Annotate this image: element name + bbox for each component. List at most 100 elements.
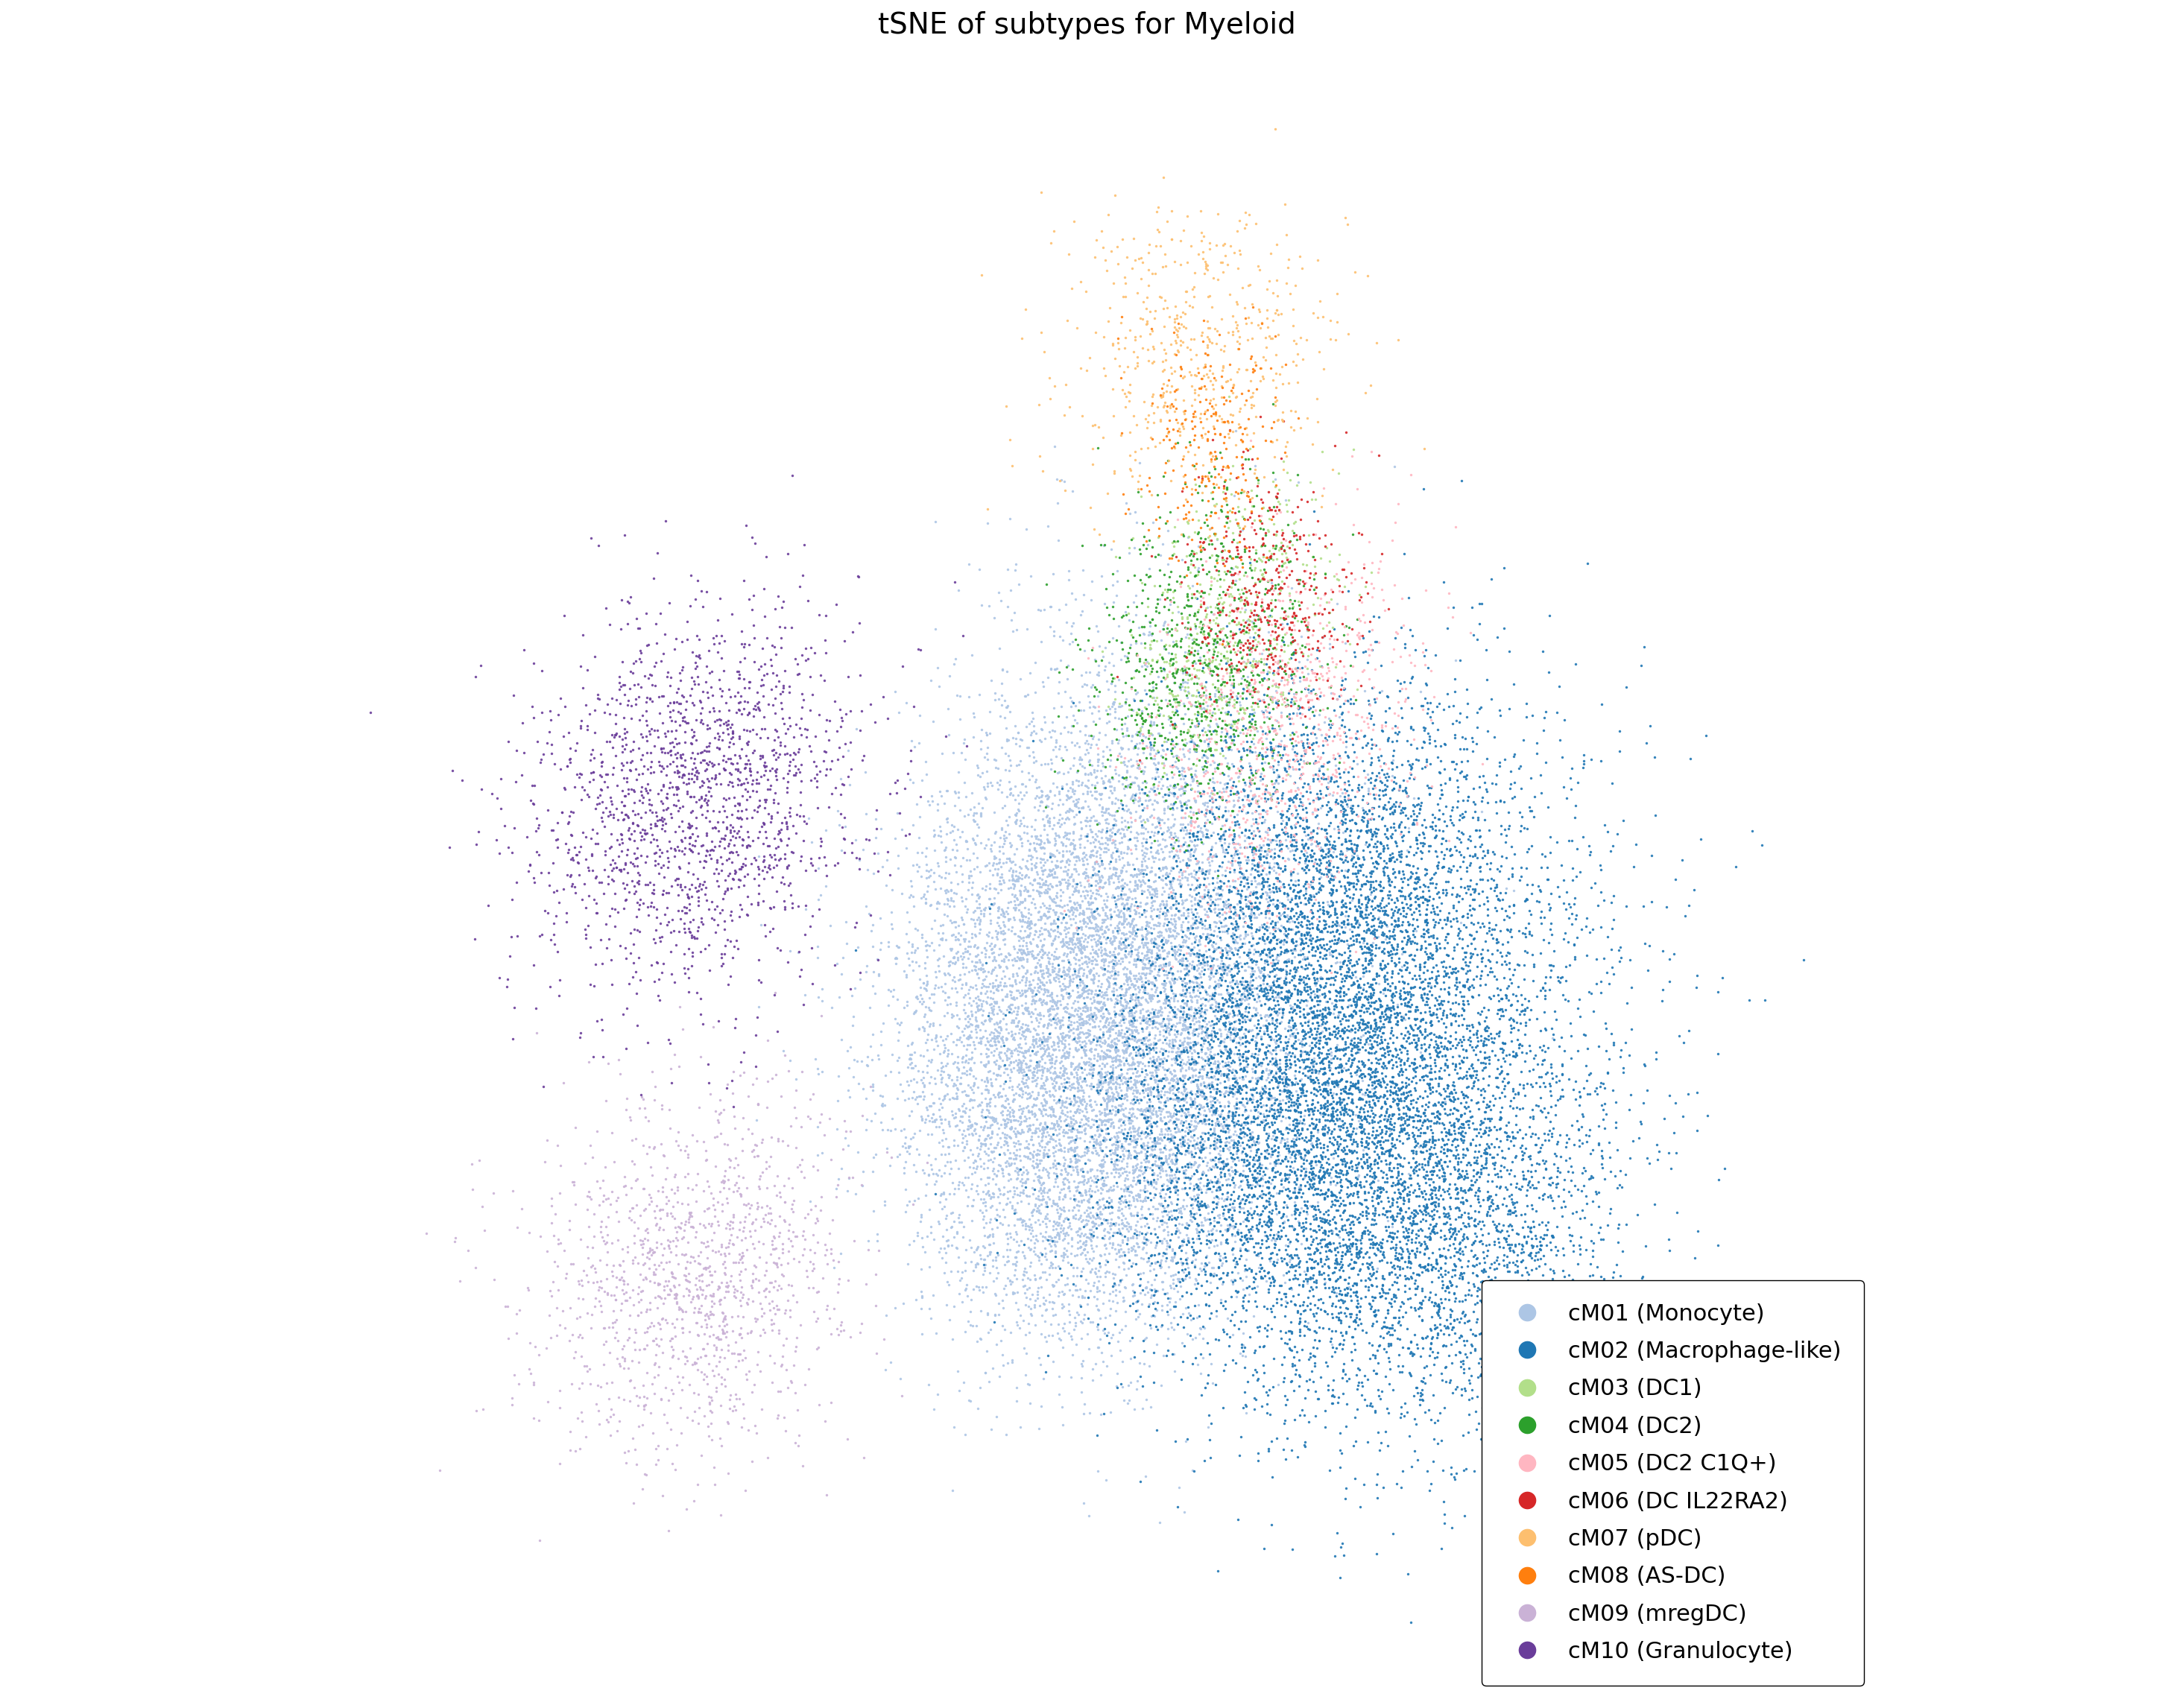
Point bbox=[1044, 775, 1078, 803]
Point bbox=[1380, 945, 1415, 972]
Point bbox=[1307, 533, 1341, 560]
Point bbox=[1385, 704, 1420, 731]
Point bbox=[1124, 1119, 1159, 1146]
Point bbox=[1126, 758, 1161, 786]
Point bbox=[961, 955, 996, 982]
Point bbox=[1235, 1027, 1270, 1054]
Point bbox=[1354, 822, 1389, 849]
Point bbox=[628, 1216, 663, 1243]
Point bbox=[1009, 1030, 1044, 1057]
Point bbox=[1185, 823, 1220, 851]
Point bbox=[1302, 963, 1337, 991]
Point bbox=[622, 705, 657, 733]
Point bbox=[1080, 726, 1115, 753]
Point bbox=[1065, 1284, 1100, 1312]
Point bbox=[1341, 1261, 1376, 1288]
Point bbox=[1259, 425, 1294, 453]
Point bbox=[1437, 1085, 1472, 1112]
Point bbox=[1159, 1211, 1194, 1238]
Point bbox=[1289, 830, 1324, 857]
Point bbox=[1315, 1190, 1350, 1218]
Point bbox=[1072, 1202, 1107, 1230]
Point bbox=[704, 681, 739, 709]
Point bbox=[1191, 856, 1226, 883]
Point bbox=[1263, 745, 1298, 772]
Point bbox=[1363, 991, 1398, 1018]
Point bbox=[813, 707, 848, 734]
Point bbox=[1057, 208, 1091, 236]
Point bbox=[922, 1189, 957, 1216]
Point bbox=[1196, 842, 1230, 869]
Point bbox=[691, 774, 726, 801]
Point bbox=[778, 1076, 813, 1103]
Point bbox=[1302, 784, 1337, 811]
Point bbox=[1135, 606, 1170, 634]
Point bbox=[774, 748, 809, 775]
Point bbox=[1333, 1214, 1367, 1242]
Point bbox=[1080, 746, 1115, 774]
Point bbox=[685, 577, 720, 605]
Point bbox=[552, 1436, 587, 1464]
Point bbox=[1252, 943, 1287, 970]
Point bbox=[1146, 1040, 1180, 1068]
Point bbox=[972, 874, 1007, 902]
Point bbox=[1213, 654, 1248, 681]
Point bbox=[1459, 1033, 1494, 1061]
Point bbox=[772, 1165, 807, 1192]
Point bbox=[1426, 948, 1461, 975]
Point bbox=[1352, 1170, 1387, 1197]
Point bbox=[1491, 1182, 1526, 1209]
Point bbox=[994, 863, 1028, 890]
Point bbox=[1289, 777, 1324, 804]
Point bbox=[1402, 1018, 1437, 1045]
Point bbox=[1207, 424, 1241, 451]
Point bbox=[1287, 608, 1322, 635]
Point bbox=[1313, 861, 1348, 888]
Point bbox=[1324, 914, 1359, 941]
Point bbox=[1178, 787, 1213, 815]
Point bbox=[1376, 907, 1411, 934]
Point bbox=[674, 1199, 709, 1226]
Point bbox=[1391, 883, 1426, 910]
Point bbox=[1139, 1071, 1174, 1098]
Point bbox=[1257, 1264, 1291, 1291]
Point bbox=[1396, 798, 1430, 825]
Point bbox=[1094, 939, 1128, 967]
Point bbox=[1152, 391, 1187, 418]
Point bbox=[698, 763, 733, 791]
Point bbox=[1207, 1155, 1241, 1182]
Point bbox=[880, 842, 915, 869]
Point bbox=[1113, 1008, 1148, 1035]
Point bbox=[1265, 996, 1300, 1023]
Point bbox=[1567, 1021, 1602, 1049]
Point bbox=[1239, 601, 1274, 629]
Point bbox=[1020, 1032, 1054, 1059]
Point bbox=[1461, 610, 1496, 637]
Point bbox=[1294, 1149, 1328, 1177]
Point bbox=[1448, 1100, 1483, 1127]
Point bbox=[1322, 1068, 1357, 1095]
Point bbox=[1235, 325, 1270, 352]
Point bbox=[1183, 528, 1217, 555]
Point bbox=[1209, 753, 1244, 781]
Point bbox=[1261, 972, 1296, 999]
Point bbox=[1409, 1165, 1444, 1192]
Point bbox=[763, 1220, 798, 1247]
Point bbox=[578, 791, 613, 818]
Point bbox=[1180, 943, 1215, 970]
Point bbox=[1126, 1233, 1161, 1261]
Point bbox=[1274, 1336, 1309, 1363]
Point bbox=[1096, 1011, 1130, 1038]
Point bbox=[1083, 678, 1117, 705]
Point bbox=[1233, 734, 1267, 762]
Point bbox=[1533, 880, 1567, 907]
Point bbox=[1054, 1105, 1089, 1132]
Point bbox=[1059, 984, 1094, 1011]
Point bbox=[1328, 1153, 1363, 1180]
Point bbox=[952, 927, 987, 955]
Point bbox=[1059, 962, 1094, 989]
Point bbox=[809, 1296, 844, 1324]
Point bbox=[1011, 837, 1046, 864]
Point bbox=[1202, 1078, 1237, 1105]
Point bbox=[1496, 1337, 1530, 1365]
